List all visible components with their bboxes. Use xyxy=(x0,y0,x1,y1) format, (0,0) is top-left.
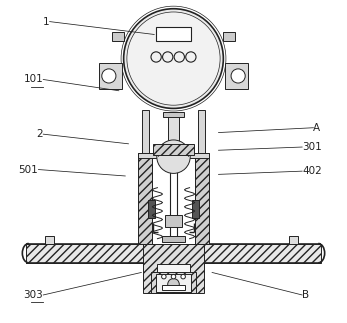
Bar xyxy=(162,285,185,290)
Text: 1: 1 xyxy=(43,16,50,26)
Bar xyxy=(289,236,298,244)
Bar xyxy=(112,32,124,41)
Circle shape xyxy=(171,274,176,279)
Text: A: A xyxy=(313,123,321,133)
Bar xyxy=(26,244,321,263)
Text: 303: 303 xyxy=(24,290,43,300)
Bar xyxy=(192,200,198,218)
Circle shape xyxy=(102,69,116,83)
Circle shape xyxy=(168,278,179,290)
Bar xyxy=(149,200,155,218)
Bar xyxy=(195,153,209,244)
Bar xyxy=(138,153,209,158)
Bar xyxy=(45,236,54,244)
Bar xyxy=(225,63,248,89)
Bar xyxy=(143,244,204,293)
Text: 301: 301 xyxy=(302,142,322,152)
Bar xyxy=(153,144,194,155)
Circle shape xyxy=(157,140,190,173)
Bar xyxy=(152,153,195,244)
Bar xyxy=(142,110,149,153)
Bar xyxy=(165,214,182,227)
Circle shape xyxy=(181,274,185,279)
Bar xyxy=(168,112,179,144)
Text: 2: 2 xyxy=(37,129,43,139)
Bar xyxy=(151,273,196,293)
Text: 501: 501 xyxy=(19,164,39,174)
Bar xyxy=(198,110,205,153)
Bar xyxy=(156,27,191,41)
Bar xyxy=(156,274,191,292)
Bar xyxy=(138,153,152,244)
Bar xyxy=(223,32,235,41)
Text: 402: 402 xyxy=(302,166,322,176)
Bar xyxy=(163,112,184,118)
Text: B: B xyxy=(302,290,309,300)
Circle shape xyxy=(124,9,223,109)
Bar xyxy=(162,236,185,242)
Text: 101: 101 xyxy=(24,75,43,85)
Bar xyxy=(158,265,189,292)
Bar xyxy=(99,63,122,89)
Circle shape xyxy=(127,12,220,105)
Circle shape xyxy=(231,69,245,83)
Circle shape xyxy=(162,274,166,279)
